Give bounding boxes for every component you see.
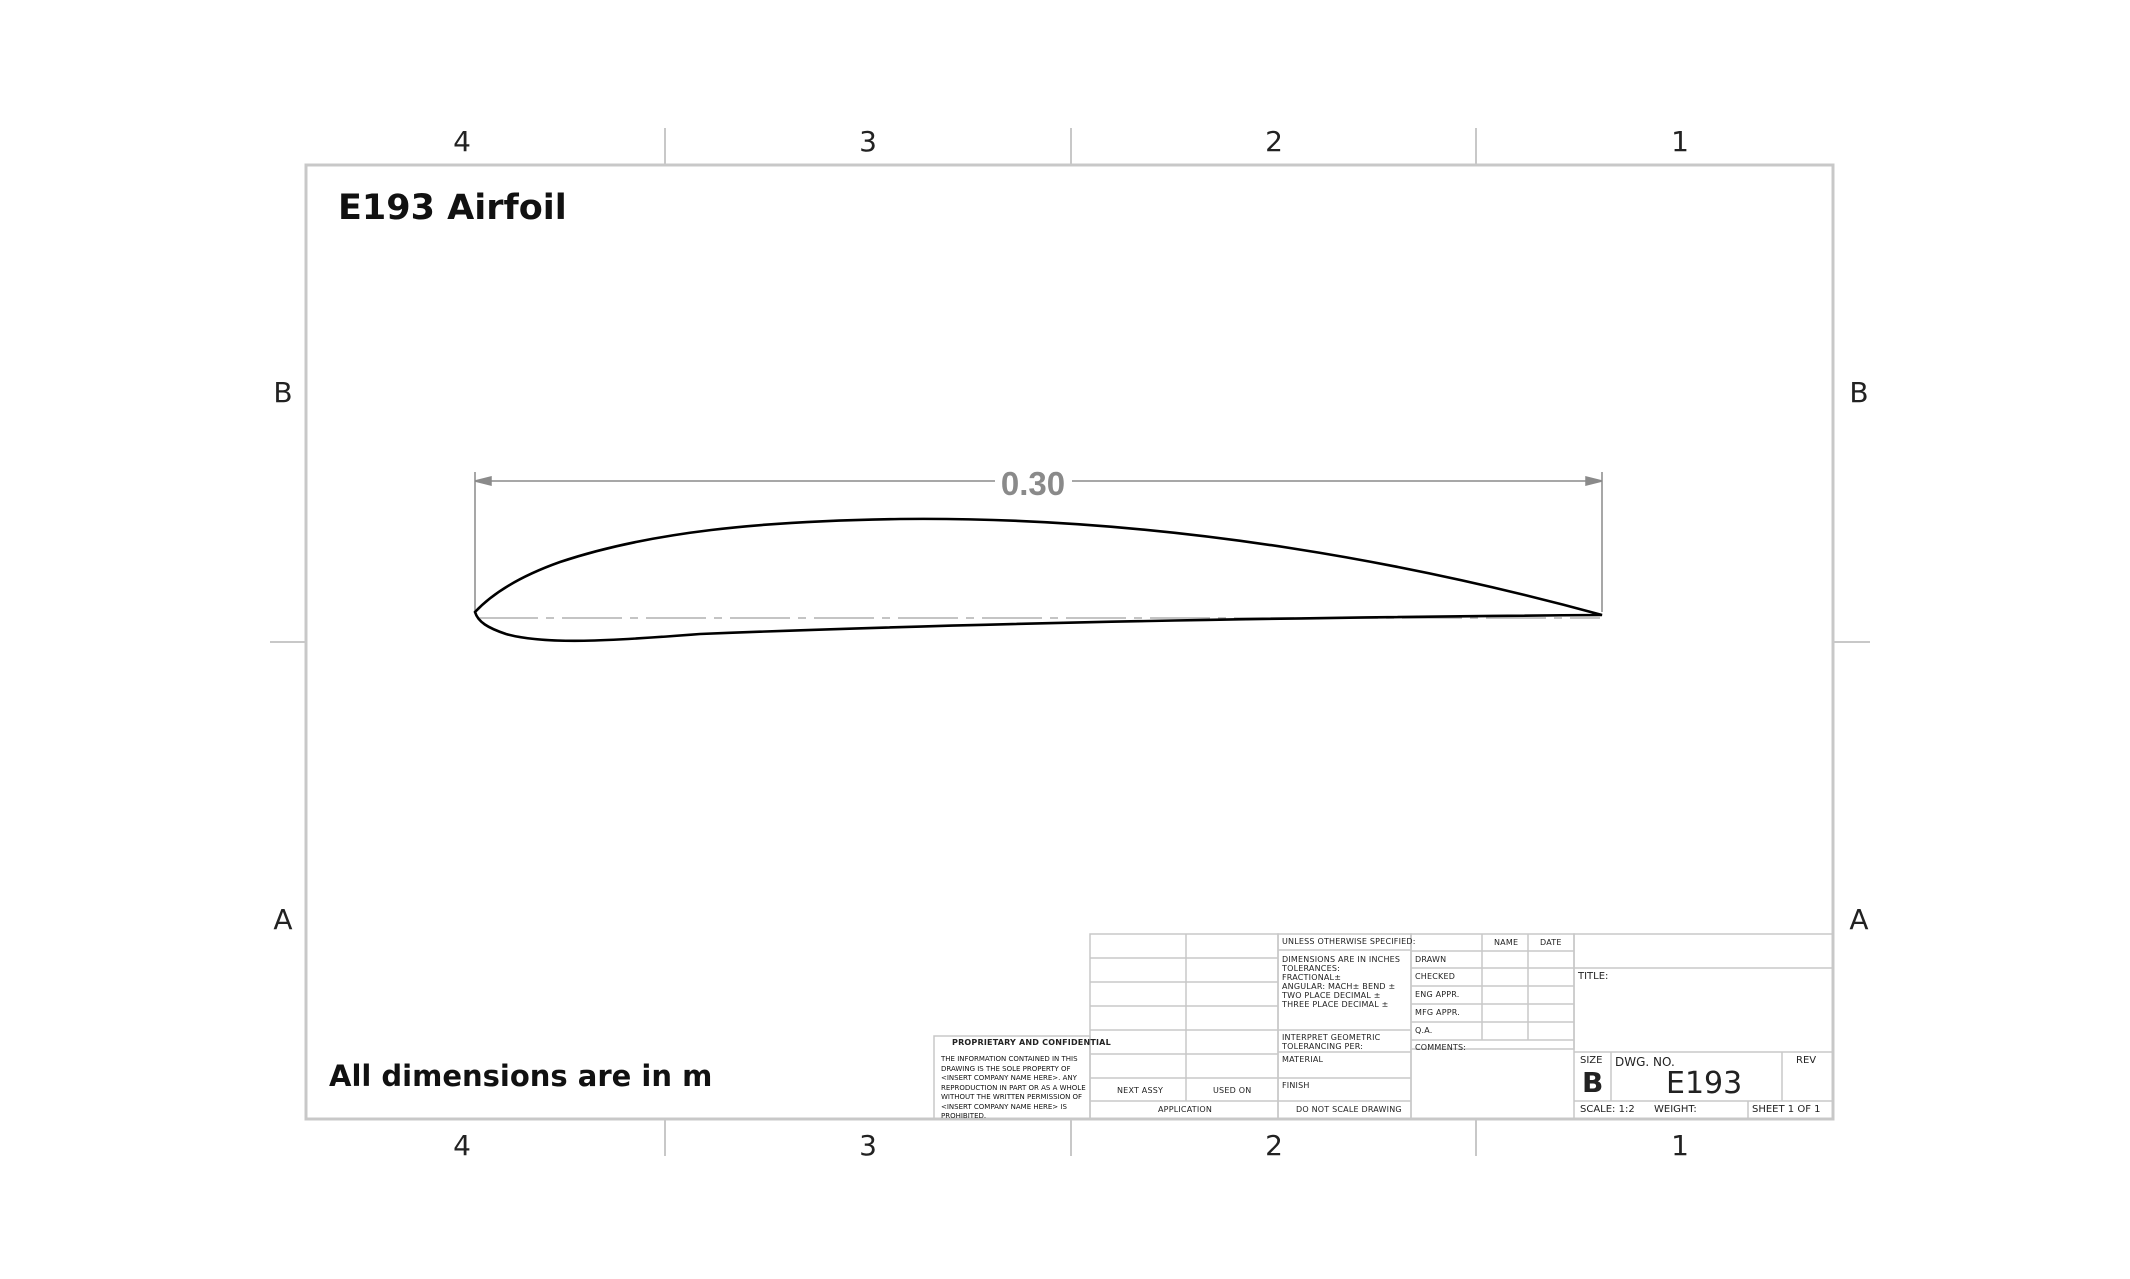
finish-label: FINISH [1282, 1081, 1310, 1090]
proprietary-text: THE INFORMATION CONTAINED IN THIS DRAWIN… [941, 1055, 1086, 1120]
mfg-appr-label: MFG APPR. [1415, 1008, 1460, 1017]
zone-row-a-right: A [1849, 903, 1869, 936]
zone-row-a-left: A [273, 903, 293, 936]
name-header: NAME [1494, 938, 1519, 947]
interpret-geometric-label: INTERPRET GEOMETRIC [1282, 1033, 1381, 1042]
next-assy-label: NEXT ASSY [1117, 1086, 1164, 1095]
size-label: SIZE [1580, 1055, 1603, 1066]
zone-col-3-top: 3 [859, 125, 877, 158]
weight-label: WEIGHT: [1654, 1104, 1697, 1115]
scale-label: SCALE: 1:2 [1580, 1104, 1635, 1115]
rev-label: REV [1796, 1055, 1817, 1066]
proprietary-heading: PROPRIETARY AND CONFIDENTIAL [952, 1038, 1111, 1047]
tolerancing-per-label: TOLERANCING PER: [1282, 1042, 1364, 1051]
zone-col-2-bottom: 2 [1265, 1129, 1283, 1162]
checked-label: CHECKED [1415, 972, 1456, 981]
used-on-label: USED ON [1213, 1086, 1252, 1095]
do-not-scale-label: DO NOT SCALE DRAWING [1296, 1105, 1402, 1114]
material-label: MATERIAL [1282, 1055, 1324, 1064]
date-header: DATE [1540, 938, 1562, 947]
zone-col-4-bottom: 4 [453, 1129, 471, 1162]
zone-col-2-top: 2 [1265, 125, 1283, 158]
drawn-label: DRAWN [1415, 955, 1447, 964]
zone-col-1-bottom: 1 [1671, 1129, 1689, 1162]
sheet-label: SHEET 1 OF 1 [1752, 1104, 1821, 1115]
application-label: APPLICATION [1158, 1105, 1213, 1114]
eng-appr-label: ENG APPR. [1415, 990, 1460, 999]
chord-dimension [474, 472, 1603, 612]
unless-specified-label: UNLESS OTHERWISE SPECIFIED: [1282, 937, 1416, 946]
chord-dimension-value: 0.30 [1000, 465, 1066, 502]
three-place-label: THREE PLACE DECIMAL ± [1282, 1000, 1389, 1009]
dims-in-inches-label: DIMENSIONS ARE IN INCHES [1282, 955, 1401, 964]
airfoil-profile [473, 517, 1603, 643]
qa-label: Q.A. [1415, 1026, 1433, 1035]
angular-label: ANGULAR: MACH± BEND ± [1282, 982, 1396, 991]
dwg-no-label: DWG. NO. [1615, 1055, 1675, 1069]
zone-col-3-bottom: 3 [859, 1129, 877, 1162]
comments-label: COMMENTS: [1415, 1043, 1467, 1052]
title-block-grid [933, 933, 1834, 1120]
zone-col-1-top: 1 [1671, 125, 1689, 158]
tolerances-label: TOLERANCES: [1282, 964, 1341, 973]
units-note: All dimensions are in m [329, 1059, 713, 1093]
zone-row-b-left: B [273, 376, 293, 409]
drawing-title: E193 Airfoil [338, 188, 567, 228]
size-value: B [1582, 1066, 1604, 1099]
zone-dividers [270, 128, 1870, 1156]
zone-col-4-top: 4 [453, 125, 471, 158]
title-label: TITLE: [1578, 971, 1609, 982]
zone-row-b-right: B [1849, 376, 1869, 409]
fractional-label: FRACTIONAL± [1282, 973, 1342, 982]
dwg-no-value: E193 [1666, 1066, 1743, 1101]
two-place-label: TWO PLACE DECIMAL ± [1282, 991, 1381, 1000]
